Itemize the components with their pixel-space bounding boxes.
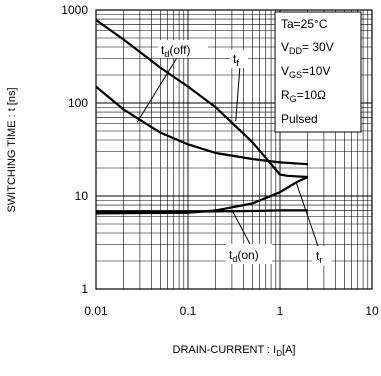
- condition-vdd: VDD= 30V: [281, 40, 334, 56]
- conditions-box: Ta=25°C VDD= 30V VGS=10V RG=10Ω Pulsed: [274, 11, 362, 133]
- x-tick-label: 1: [277, 304, 284, 318]
- plot-frame: [95, 9, 373, 290]
- y-axis-title-text: SWITCHING TIME : t [ns]: [6, 87, 18, 213]
- x-axis-title-unit: [A]: [282, 344, 296, 356]
- callout-line: [136, 55, 179, 123]
- callout-lines: [136, 55, 319, 247]
- label-td-on: td(on): [226, 244, 272, 264]
- series-line-tr: [95, 176, 309, 215]
- label-tf-text: tf: [233, 52, 239, 68]
- callout-line: [295, 182, 319, 247]
- y-tick-label: 1000: [61, 3, 88, 17]
- condition-rg: RG=10Ω: [281, 88, 326, 104]
- label-td-off-text: td(off): [161, 43, 190, 59]
- x-tick-label: 0.01: [84, 304, 108, 318]
- label-tf: tf: [230, 50, 248, 68]
- x-axis-title: DRAIN-CURRENT : ID[A]: [96, 344, 372, 358]
- series-line-tdoff: [95, 85, 308, 166]
- label-td-off-bg: [158, 40, 208, 58]
- curves: [95, 19, 309, 215]
- condition-vgs: VGS=10V: [281, 64, 330, 80]
- callout-line: [235, 65, 241, 122]
- y-tick-label: 10: [75, 189, 89, 203]
- x-axis-title-sub: D: [276, 349, 283, 359]
- x-axis-title-main: DRAIN-CURRENT : I: [172, 344, 277, 356]
- condition-pulsed: Pulsed: [281, 112, 318, 126]
- x-tick-label: 0.1: [180, 304, 197, 318]
- label-tr-bg: [312, 246, 332, 266]
- label-td-on-text: td(on): [229, 248, 259, 264]
- tick-labels: 0.01 0.1 1 10 1 10 100 1000: [61, 3, 379, 318]
- label-tr: tr: [312, 246, 332, 266]
- callout-line: [231, 209, 251, 245]
- x-tick-label: 10: [365, 304, 379, 318]
- label-tr-text: tr: [316, 249, 322, 265]
- series-line-tf: [95, 19, 308, 179]
- y-tick-label: 100: [68, 96, 88, 110]
- y-axis-title: SWITCHING TIME : t [ns]: [2, 0, 22, 300]
- label-tf-bg: [230, 50, 248, 68]
- conditions-box-frame: [274, 11, 362, 133]
- label-td-on-bg: [226, 244, 272, 264]
- series-line-tdon: [96, 209, 308, 213]
- y-tick-label: 1: [81, 282, 88, 296]
- condition-ta: Ta=25°C: [281, 17, 328, 31]
- label-td-off: td(off): [158, 40, 208, 59]
